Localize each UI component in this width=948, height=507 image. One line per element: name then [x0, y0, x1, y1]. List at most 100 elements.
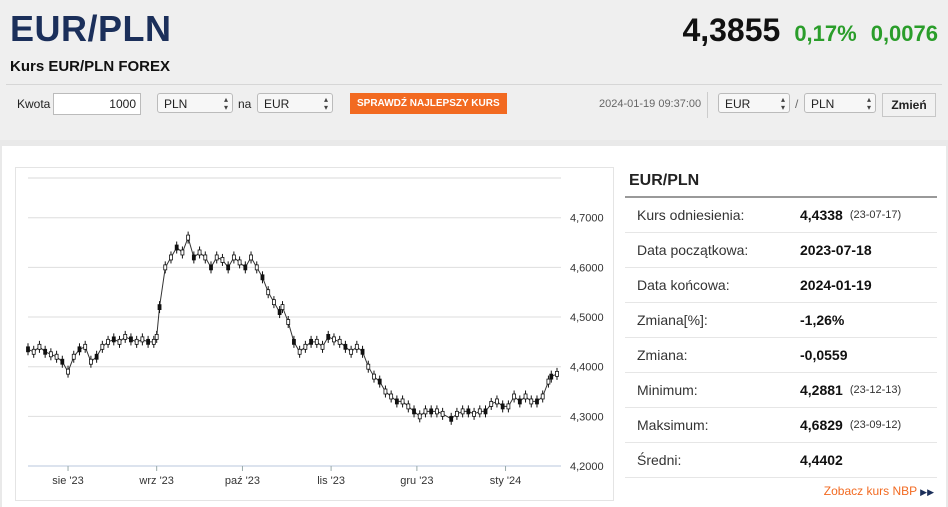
- price-candle-body: [460, 408, 465, 415]
- price-candle-body: [180, 249, 185, 256]
- price-candle-body: [174, 244, 179, 251]
- stats-date: (23-07-17): [849, 209, 902, 221]
- page-subtitle: Kurs EUR/PLN FOREX: [10, 58, 171, 75]
- to-currency-select[interactable]: EUR ▴ ▾: [257, 93, 333, 113]
- price-candle-body: [129, 336, 133, 343]
- from-currency-value: PLN: [164, 97, 188, 111]
- pair-quote-select[interactable]: PLN ▴ ▾: [804, 93, 876, 113]
- y-tick-label: 4,3000: [570, 411, 604, 423]
- select-arrows-icon: ▴ ▾: [780, 95, 785, 112]
- price-candle-body: [349, 348, 354, 355]
- stats-row: Data końcowa: 2024-01-19: [625, 268, 937, 303]
- from-currency-select[interactable]: PLN ▴ ▾: [157, 93, 233, 113]
- price-candle-body: [354, 343, 359, 350]
- content-panel: 4,7000 4,6000 4,5000 4,4000 4,3000 4,2000 sie …: [2, 146, 946, 507]
- price-candle-body: [26, 346, 30, 353]
- best-rate-button[interactable]: SPRAWDŹ NAJLEPSZY KURS: [350, 93, 507, 114]
- price-candle-body: [154, 333, 159, 340]
- stats-date: (23-09-12): [849, 419, 902, 431]
- select-arrows-icon: ▴ ▾: [223, 95, 228, 112]
- price-candle-body: [197, 249, 202, 256]
- price-candle-body: [151, 338, 156, 345]
- select-arrows-icon: ▴ ▾: [866, 95, 871, 112]
- price-candle-body: [326, 333, 331, 340]
- select-arrows-icon: ▴ ▾: [323, 95, 328, 112]
- pair-base-select[interactable]: EUR ▴ ▾: [718, 93, 790, 113]
- price-candle-body: [320, 343, 325, 350]
- price-candle-body: [163, 264, 168, 271]
- change-pair-button[interactable]: Zmień: [882, 93, 936, 117]
- stats-row: Średni: 4,4402: [625, 443, 937, 478]
- price-candle-body: [360, 348, 365, 355]
- price-candle-body: [440, 410, 445, 417]
- price-candle-body: [523, 393, 528, 400]
- y-tick-label: 4,6000: [570, 262, 604, 274]
- price-candle-body: [277, 309, 282, 315]
- divider: [6, 84, 942, 85]
- price-candle-body: [134, 338, 139, 345]
- price-candle-body: [343, 343, 348, 350]
- price-series-line: [27, 236, 558, 420]
- price-candle-body: [483, 408, 488, 415]
- price-candle-body: [489, 401, 494, 407]
- x-tick-label: sty '24: [490, 475, 521, 487]
- price-candle-body: [337, 338, 342, 345]
- price-candle-body: [303, 343, 308, 350]
- stats-row: Maksimum: 4,6829 (23-09-12): [625, 408, 937, 443]
- price-candle-body: [394, 398, 399, 405]
- price-candle-body: [512, 393, 517, 400]
- price-candle-body: [400, 398, 405, 405]
- current-price: 4,3855: [682, 12, 781, 48]
- stats-row: Minimum: 4,2881 (23-12-13): [625, 373, 937, 408]
- to-currency-value: EUR: [264, 97, 290, 111]
- pair-base-value: EUR: [725, 97, 751, 111]
- stats-value: -0,0559: [800, 347, 848, 363]
- price-candle-body: [372, 373, 376, 380]
- stats-value: -1,26%: [800, 312, 845, 328]
- price-candle-body: [406, 403, 411, 410]
- price-candle-body: [157, 304, 162, 311]
- x-tick-label: wrz '23: [138, 475, 174, 487]
- price-candle-body: [332, 336, 336, 343]
- stats-label: Zmiana:: [637, 347, 688, 363]
- divider: [707, 92, 708, 118]
- x-tick-label: lis '23: [317, 475, 345, 487]
- price-candle-body: [203, 254, 208, 261]
- price-chart: 4,7000 4,6000 4,5000 4,4000 4,3000 4,2000 sie …: [26, 177, 604, 487]
- price-candle-body: [31, 348, 36, 355]
- price-candle-body: [280, 304, 285, 311]
- price-candle-body: [429, 408, 434, 415]
- price-candle-body: [417, 413, 422, 420]
- nbp-rate-link[interactable]: Zobacz kurs NBP ▶▶: [824, 484, 934, 498]
- price-candle-body: [297, 348, 302, 355]
- stats-value: 4,6829: [800, 417, 843, 433]
- price-candle-body: [260, 274, 265, 281]
- x-tick-label: sie '23: [52, 475, 83, 487]
- price-candle-body: [169, 254, 173, 261]
- change-absolute: 0,0076: [870, 21, 938, 46]
- price-candle-body: [146, 338, 150, 345]
- stats-label: Minimum:: [637, 382, 698, 398]
- price-candle-body: [366, 363, 371, 370]
- price-candle-body: [506, 403, 511, 410]
- stats-label: Zmiana[%]:: [637, 312, 708, 328]
- price-candle-body: [111, 336, 116, 343]
- price-candle-body: [314, 338, 319, 345]
- quote-summary: 4,3855 0,17% 0,0076: [682, 12, 938, 49]
- price-candle-body: [89, 358, 93, 365]
- price-candle-body: [77, 346, 82, 353]
- price-candle-body: [455, 410, 459, 417]
- price-candle-body: [43, 348, 48, 355]
- double-chevron-right-icon: ▶▶: [920, 487, 934, 497]
- stats-title: EUR/PLN: [625, 168, 937, 198]
- header: EUR/PLN Kurs EUR/PLN FOREX 4,3855 0,17% …: [0, 0, 948, 140]
- price-candle-body: [71, 353, 76, 360]
- timestamp: 2024-01-19 09:37:00: [599, 98, 702, 110]
- stats-row: Zmiana: -0,0559: [625, 338, 937, 373]
- price-candle-body: [292, 338, 296, 345]
- y-tick-label: 4,2000: [570, 461, 604, 473]
- price-candle-body: [500, 403, 505, 410]
- price-candle-body: [66, 368, 70, 375]
- amount-input[interactable]: 1000: [53, 93, 141, 115]
- price-candle-body: [140, 336, 145, 343]
